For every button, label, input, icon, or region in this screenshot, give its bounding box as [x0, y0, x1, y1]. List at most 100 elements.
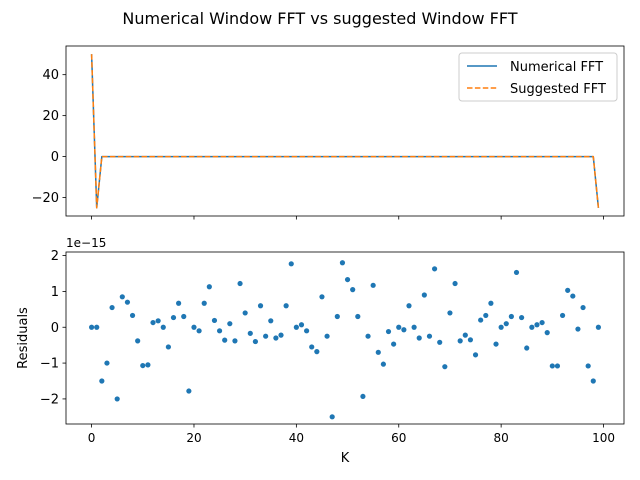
residual-point	[385, 328, 392, 335]
residual-point	[575, 326, 581, 332]
residual-point	[524, 345, 530, 351]
residual-point	[544, 330, 550, 336]
residual-point	[114, 396, 120, 402]
residual-point	[559, 312, 566, 319]
top-y-tick-label: 20	[42, 109, 59, 124]
residual-points	[89, 260, 602, 420]
bottom-x-tick-label: 40	[289, 431, 304, 445]
residual-point	[570, 293, 576, 299]
residual-point	[165, 344, 171, 350]
bottom-y-tick-label: 2	[51, 249, 59, 264]
residual-point	[89, 324, 95, 330]
top-y-tick-label: 40	[42, 68, 59, 83]
residual-point	[304, 328, 310, 334]
bottom-subplot: 0 20 40 60 80 100 −2 −1 0 1 2 1e−15 K Residuals	[16, 236, 625, 466]
residual-point	[375, 349, 381, 355]
residual-point	[155, 318, 161, 324]
residual-point	[391, 341, 397, 347]
residual-point	[360, 393, 366, 400]
suggested-fft-line	[90, 54, 600, 209]
bottom-y-tick-label: 1	[51, 285, 59, 300]
residual-point	[513, 269, 520, 276]
residual-point	[191, 324, 197, 330]
residual-point	[176, 300, 182, 306]
residual-point	[222, 337, 228, 343]
residual-point	[472, 352, 479, 358]
legend-label-suggested: Suggested FFT	[510, 82, 606, 97]
bottom-x-tick-label: 80	[493, 431, 508, 445]
figure-title: Numerical Window FFT vs suggested Window…	[122, 9, 517, 28]
bottom-y-tick-label: 0	[51, 321, 59, 336]
residual-point	[549, 363, 555, 369]
residual-point	[273, 335, 279, 341]
residual-point	[170, 314, 177, 321]
residual-point	[498, 324, 504, 330]
residual-point	[595, 324, 602, 330]
residual-point	[452, 280, 458, 287]
residual-point	[329, 414, 335, 420]
bottom-y-ticks: −2 −1 0 1 2	[40, 249, 66, 407]
residual-point	[401, 327, 407, 333]
residual-point	[529, 324, 535, 330]
top-y-ticks: −20 0 20 40	[32, 68, 66, 206]
residual-point	[508, 313, 514, 320]
residual-point	[462, 332, 468, 338]
residual-point	[590, 378, 596, 384]
residual-point	[237, 280, 243, 287]
x-axis-label: K	[341, 451, 350, 466]
residual-point	[534, 322, 540, 328]
bottom-x-tick-label: 60	[391, 431, 406, 445]
residual-point	[227, 321, 233, 327]
residual-point	[483, 312, 489, 319]
residual-point	[119, 294, 125, 300]
residual-point	[257, 303, 264, 309]
residual-point	[493, 341, 499, 347]
residual-point	[268, 318, 274, 324]
bottom-x-tick-label: 20	[186, 431, 201, 445]
legend: Numerical FFT Suggested FFT	[458, 52, 618, 102]
residual-point	[503, 321, 509, 327]
residual-point	[278, 332, 284, 338]
residual-point	[457, 338, 463, 344]
residual-point	[355, 313, 361, 320]
residual-point	[309, 344, 315, 350]
top-y-tick-label: 0	[51, 150, 59, 165]
residual-point	[109, 304, 115, 311]
residual-point	[334, 313, 340, 320]
residual-point	[232, 338, 238, 344]
residual-point	[365, 333, 371, 339]
residual-point	[201, 300, 207, 306]
residual-point	[298, 322, 305, 328]
residual-point	[252, 338, 259, 345]
residual-point	[339, 260, 346, 266]
residual-point	[263, 333, 269, 339]
top-axes-frame	[65, 45, 625, 217]
residual-point	[350, 287, 356, 293]
bottom-x-ticks: 0 20 40 60 80 100	[88, 424, 615, 445]
residual-point	[344, 276, 351, 283]
legend-label-numerical: Numerical FFT	[510, 60, 603, 75]
residual-point	[467, 337, 474, 343]
bottom-x-tick-label: 100	[592, 431, 615, 445]
residual-point	[411, 324, 417, 330]
residual-point	[519, 314, 525, 321]
residual-point	[145, 362, 151, 368]
residual-point	[324, 333, 330, 339]
residual-point	[380, 361, 386, 367]
residual-point	[135, 338, 141, 344]
residual-point	[206, 284, 212, 290]
bottom-y-tick-label: −2	[40, 392, 59, 407]
residual-point	[488, 300, 494, 306]
residual-point	[293, 324, 299, 330]
residual-point	[211, 317, 218, 324]
bottom-x-tick-label: 0	[88, 431, 96, 445]
residual-point	[283, 303, 289, 309]
residual-point	[104, 360, 110, 366]
residual-point	[554, 363, 561, 369]
residual-point	[94, 324, 100, 330]
residual-point	[129, 312, 136, 319]
y-axis-label: Residuals	[16, 307, 31, 369]
top-series-lines	[90, 54, 600, 209]
residual-point	[565, 287, 571, 293]
